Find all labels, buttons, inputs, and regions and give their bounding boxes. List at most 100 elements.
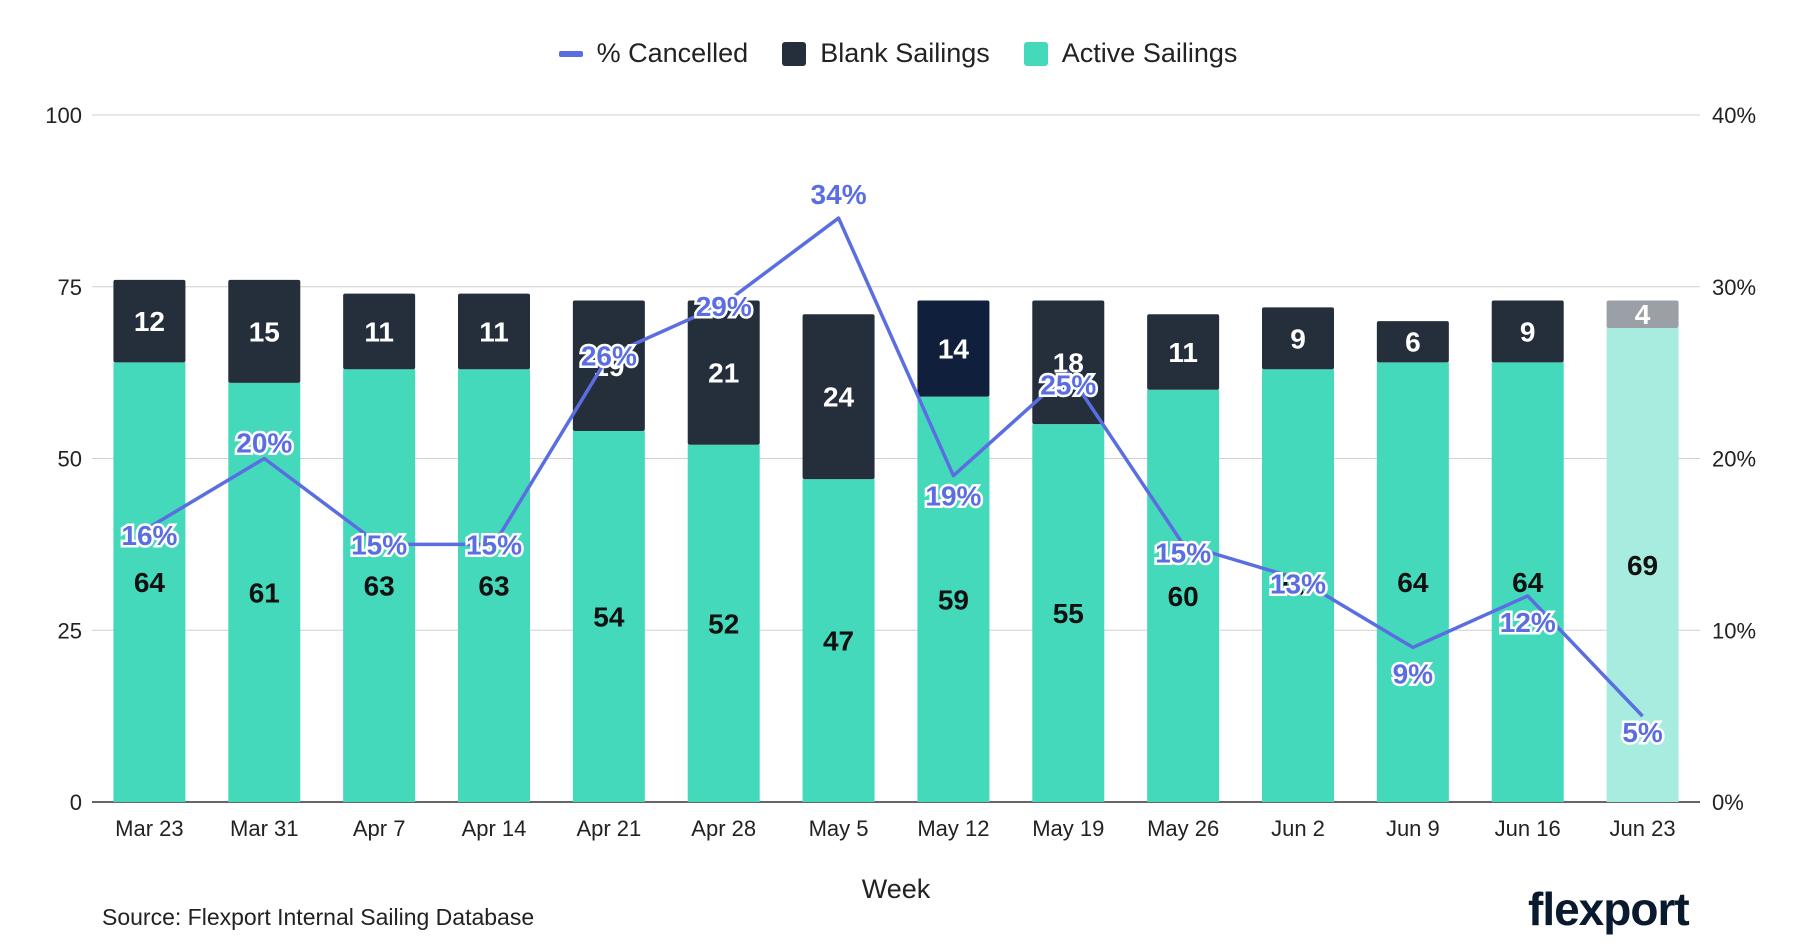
bar-blank [917, 300, 990, 397]
x-tick-label: Apr 14 [462, 816, 527, 841]
bar-active [917, 396, 990, 802]
x-tick-label: Mar 31 [230, 816, 298, 841]
bar-label-blank: 11 [479, 316, 509, 347]
bar-label-blank: 14 [938, 334, 970, 365]
bar-blank [1032, 300, 1105, 425]
cancelled-point-label: 15% [1155, 537, 1211, 568]
x-tick-label: Jun 9 [1386, 816, 1440, 841]
cancelled-point-label: 12% [1500, 607, 1556, 638]
x-tick-label: Mar 23 [115, 816, 183, 841]
bar-blank [1376, 321, 1449, 363]
legend-item-blank: Blank Sailings [782, 38, 990, 69]
bar-active [1147, 389, 1220, 802]
bar-active [1032, 424, 1105, 802]
bar-blank [1606, 300, 1679, 328]
bar-label-active: 54 [593, 602, 625, 633]
x-axis-title: Week [862, 874, 931, 904]
legend: % Cancelled Blank Sailings Active Sailin… [0, 38, 1796, 69]
bar-label-blank: 11 [1168, 337, 1198, 368]
bar-label-active: 59 [938, 584, 969, 615]
bar-active [802, 479, 875, 802]
y2-tick-label: 40% [1712, 103, 1756, 128]
cancelled-point-label: 16% [121, 520, 177, 551]
bar-label-active: 63 [478, 571, 509, 602]
y-tick-label: 75 [58, 275, 82, 300]
x-tick-label: May 19 [1032, 816, 1104, 841]
y-tick-label: 100 [45, 103, 82, 128]
x-tick-label: Jun 2 [1271, 816, 1325, 841]
y2-tick-label: 30% [1712, 275, 1756, 300]
bar-label-blank: 6 [1405, 327, 1421, 358]
cancelled-point-label: 34% [811, 179, 867, 210]
cancelled-point-label: 9% [1393, 658, 1434, 689]
legend-swatch-blank [782, 41, 807, 66]
bar-active [1376, 362, 1449, 802]
flexport-logo: flexport [1528, 883, 1690, 935]
bar-label-active: 63 [364, 571, 395, 602]
bar-active [1491, 362, 1564, 802]
bar-label-active: 64 [134, 567, 166, 598]
legend-swatch-cancelled [558, 50, 583, 57]
bar-label-blank: 15 [249, 316, 280, 347]
bar-blank [572, 300, 645, 432]
bar-label-active: 69 [1627, 550, 1658, 581]
bar-active [228, 382, 301, 802]
bar-blank [1147, 314, 1220, 390]
bar-label-blank: 24 [823, 382, 855, 413]
cancelled-point-label: 15% [351, 529, 407, 560]
bar-blank [458, 293, 530, 370]
bar-blank [802, 314, 875, 480]
source-note: Source: Flexport Internal Sailing Databa… [102, 904, 535, 930]
bar-label-active: 52 [708, 608, 739, 639]
cancelled-point-label: 25% [1040, 370, 1096, 401]
x-tick-label: Apr 7 [353, 816, 406, 841]
x-tick-label: May 26 [1147, 816, 1219, 841]
bar-label-active: 64 [1397, 567, 1429, 598]
bar-active [343, 369, 416, 802]
cancelled-point-label: 29% [696, 291, 752, 322]
cancelled-point-label: 26% [581, 340, 637, 371]
cancelled-line [148, 216, 1644, 718]
bar-label-active: 64 [1512, 567, 1544, 598]
x-tick-label: May 12 [917, 816, 989, 841]
cancelled-point-label: 15% [466, 529, 522, 560]
bar-label-blank: 12 [134, 306, 165, 337]
bar-blank [228, 279, 301, 383]
bar-active [1606, 327, 1679, 802]
legend-label-cancelled: % Cancelled [596, 38, 749, 68]
cancelled-point-label: 13% [1270, 569, 1326, 600]
y-tick-label: 50 [58, 447, 82, 472]
bar-blank [1491, 300, 1564, 363]
bar-label-active: 55 [1053, 598, 1084, 629]
bar-active [113, 362, 186, 802]
bar-blank [113, 279, 186, 363]
bar-active [572, 431, 645, 802]
bar-active [1262, 369, 1334, 802]
x-tick-label: Apr 28 [691, 816, 756, 841]
cancelled-point-label: 5% [1622, 717, 1663, 748]
bar-active [458, 369, 530, 802]
legend-item-cancelled: % Cancelled [558, 38, 749, 69]
bar-blank [1262, 307, 1334, 370]
bar-label-blank: 11 [364, 316, 394, 347]
y2-tick-label: 0% [1712, 790, 1744, 815]
bar-blank [687, 300, 760, 445]
x-tick-label: Jun 16 [1495, 816, 1561, 841]
bar-label-active: 60 [1168, 581, 1199, 612]
legend-swatch-active [1023, 41, 1048, 66]
x-tick-label: Apr 21 [576, 816, 641, 841]
x-tick-label: Jun 23 [1610, 816, 1676, 841]
legend-label-blank: Blank Sailings [820, 38, 990, 68]
bar-label-blank: 4 [1635, 299, 1651, 330]
cancelled-point-label: 20% [236, 428, 292, 459]
legend-label-active: Active Sailings [1061, 38, 1238, 68]
y-tick-label: 25 [58, 618, 82, 643]
y2-tick-label: 10% [1712, 618, 1756, 643]
x-tick-label: May 5 [809, 816, 869, 841]
bar-active [687, 444, 760, 802]
y-tick-label: 0 [70, 790, 82, 815]
bar-label-active: 47 [823, 626, 854, 657]
bar-label-blank: 9 [1520, 316, 1536, 347]
